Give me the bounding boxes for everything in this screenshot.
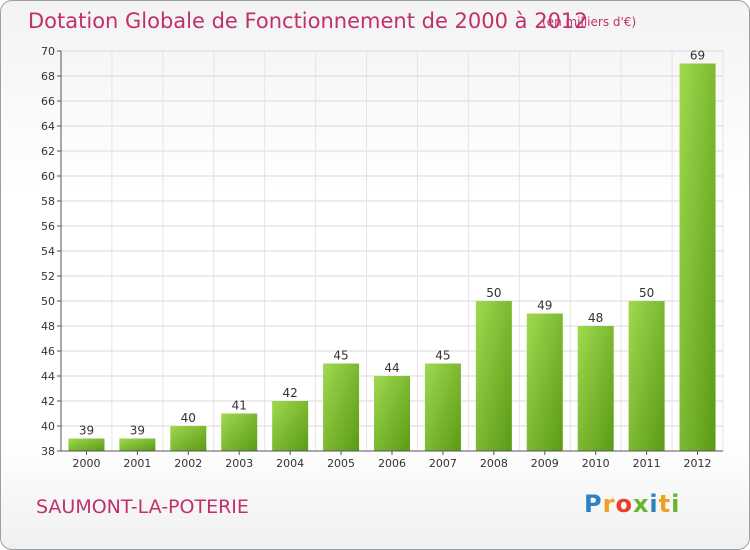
y-tick-label: 70	[41, 45, 55, 58]
bar-2008	[475, 301, 512, 451]
x-tick-label: 2011	[633, 457, 661, 470]
data-label-2012: 69	[690, 49, 705, 63]
y-tick-label: 54	[41, 245, 55, 258]
x-tick-label: 2006	[378, 457, 406, 470]
data-label-2000: 39	[79, 424, 94, 438]
y-tick-label: 48	[41, 320, 55, 333]
x-tick-label: 2010	[582, 457, 610, 470]
x-tick-label: 2007	[429, 457, 457, 470]
data-label-2011: 50	[639, 286, 654, 300]
bar-2002	[170, 426, 207, 451]
data-label-2005: 45	[333, 349, 348, 363]
proxiti-logo: Proxiti	[584, 490, 681, 518]
bar-2010	[577, 326, 614, 451]
bar-2001	[119, 438, 156, 451]
data-label-2003: 41	[232, 399, 247, 413]
y-tick-label: 46	[41, 345, 55, 358]
bar-2003	[221, 413, 258, 451]
x-tick-label: 2005	[327, 457, 355, 470]
chart-subtitle: (en milliers d'€)	[542, 15, 637, 29]
y-tick-label: 40	[41, 420, 55, 433]
y-tick-label: 68	[41, 70, 55, 83]
y-tick-label: 38	[41, 445, 55, 458]
x-tick-label: 2002	[174, 457, 202, 470]
data-label-2001: 39	[130, 424, 145, 438]
bar-2005	[323, 363, 360, 451]
bars: 39 39 40 41 42 45 44 45 50 49 48 50 69	[68, 49, 716, 451]
x-tick-label: 2001	[123, 457, 151, 470]
bar-2011	[628, 301, 665, 451]
y-tick-label: 60	[41, 170, 55, 183]
bar-2006	[374, 376, 410, 451]
data-label-2002: 40	[181, 411, 196, 425]
bar-2004	[272, 401, 309, 451]
x-tick-label: 2004	[276, 457, 304, 470]
data-label-2004: 42	[283, 386, 298, 400]
y-tick-label: 44	[41, 370, 55, 383]
y-tick-label: 64	[41, 120, 55, 133]
commune-name: SAUMONT-LA-POTERIE	[36, 496, 249, 518]
data-label-2008: 50	[486, 286, 501, 300]
bar-2007	[424, 363, 461, 451]
x-tick-label: 2003	[225, 457, 253, 470]
data-label-2009: 49	[537, 299, 552, 313]
x-tick-label: 2000	[72, 457, 100, 470]
y-tick-label: 58	[41, 195, 55, 208]
y-tick-label: 66	[41, 95, 55, 108]
y-tick-label: 56	[41, 220, 55, 233]
chart-title: Dotation Globale de Fonctionnement de 20…	[28, 9, 588, 33]
y-tick-label: 50	[41, 295, 55, 308]
y-tick-label: 52	[41, 270, 55, 283]
data-label-2006: 44	[384, 361, 399, 375]
x-tick-label: 2009	[531, 457, 559, 470]
bar-2009	[526, 313, 563, 451]
bar-2000	[68, 438, 105, 451]
data-label-2007: 45	[435, 349, 450, 363]
axes: 38 40 42 44 46 48 50 52 54 56 58 60 62 64 66 68 70 2000 20…	[41, 45, 723, 470]
data-label-2010: 48	[588, 311, 603, 325]
x-tick-label: 2012	[684, 457, 712, 470]
x-tick-label: 2008	[480, 457, 508, 470]
y-tick-label: 62	[41, 145, 55, 158]
y-tick-label: 42	[41, 395, 55, 408]
bar-2012	[679, 63, 716, 451]
